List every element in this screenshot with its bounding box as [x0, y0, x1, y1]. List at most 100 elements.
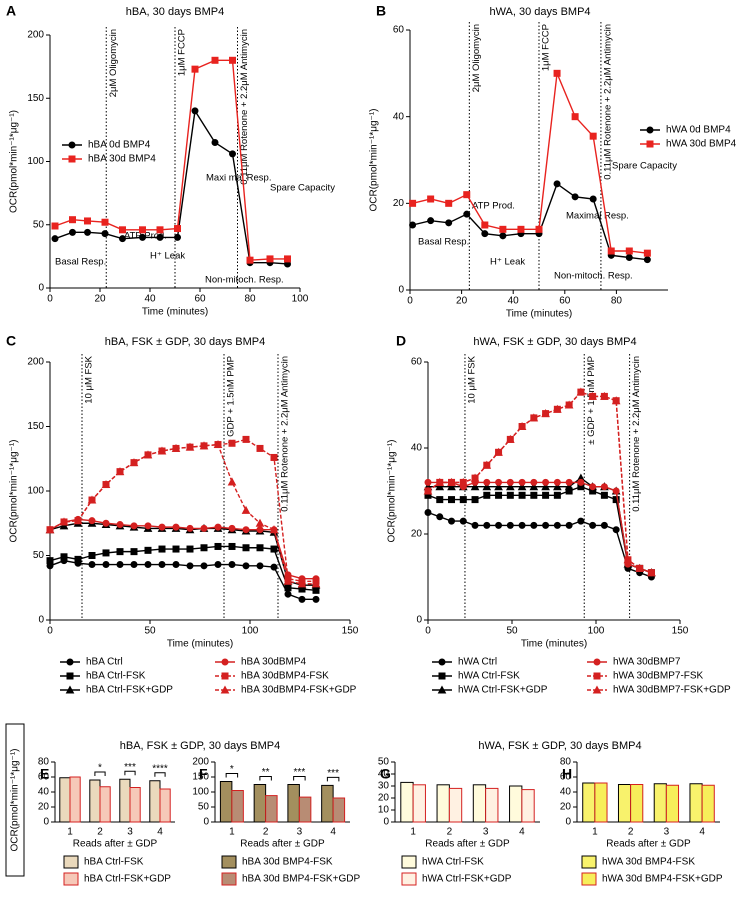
injection-label: 10 μM FSK [84, 355, 95, 403]
y-tick-label: 20 [38, 802, 50, 813]
y-axis-title: OCR(pmol*min⁻¹*μg⁻¹) [369, 109, 380, 212]
legend-label: hWA Ctrl-FSK [458, 671, 520, 682]
data-point [46, 557, 54, 565]
series-line [54, 108, 288, 265]
significance-bracket [124, 770, 136, 776]
x-tick-label: 4 [519, 827, 525, 838]
data-point [635, 563, 645, 572]
significance-bracket [94, 771, 106, 776]
data-point [242, 435, 250, 443]
significance-label: * [98, 763, 102, 774]
injection-label: 2μM Oligomycin [471, 24, 482, 92]
data-point [459, 496, 467, 504]
y-tick-label: 80 [560, 757, 572, 768]
bar [665, 784, 680, 823]
legend-marker [66, 658, 74, 666]
data-point [495, 521, 503, 529]
legend-marker [68, 155, 76, 163]
data-point [611, 396, 621, 405]
bar [231, 790, 244, 823]
significance-label: *** [124, 762, 136, 773]
y-tick-label: 40 [560, 787, 572, 798]
y-tick-label: 200 [192, 757, 209, 768]
legend-label: hWA 30d BMP4-FSK+GDP [602, 874, 723, 885]
data-point [459, 517, 467, 525]
x-tick-label: 0 [47, 626, 53, 637]
legend-marker [65, 685, 75, 694]
data-point [73, 516, 83, 525]
data-point [186, 545, 194, 553]
bar [287, 784, 300, 823]
legend-label: hWA Ctrl-FSK+GDP [422, 874, 512, 885]
data-point [158, 545, 166, 553]
data-point [211, 139, 219, 147]
x-tick-label: 3 [297, 827, 303, 838]
significance-bracket [293, 776, 306, 781]
panel-letter: G [380, 766, 391, 782]
y-axis-title: OCR(pmol*min⁻¹*μg⁻¹) [9, 440, 20, 543]
data-point [542, 478, 550, 486]
y-tick-label: 0 [38, 615, 44, 626]
x-tick-label: 0 [407, 296, 413, 307]
data-point [172, 545, 180, 553]
data-point [144, 522, 152, 530]
data-point [156, 226, 164, 234]
y-axis-title: OCR(pmol*min⁻¹*μg⁻¹) [9, 110, 20, 213]
data-point [228, 439, 236, 447]
bar [521, 789, 535, 823]
data-point [270, 563, 278, 571]
data-point [51, 235, 59, 243]
data-point [191, 65, 199, 73]
x-tick-label: 4 [157, 827, 163, 838]
y-tick-label: 100 [27, 486, 44, 497]
bar [412, 784, 426, 823]
data-point [102, 561, 110, 569]
data-point [270, 453, 278, 461]
data-point [506, 491, 514, 499]
data-point [298, 595, 306, 603]
data-point [612, 496, 620, 504]
data-point [481, 230, 489, 238]
y-tick-label: 0 [38, 283, 44, 294]
x-axis-title: Time (minutes) [142, 307, 208, 318]
annotation: Non-mitoch. Resp. [554, 271, 633, 282]
data-point [517, 482, 527, 491]
bar [59, 777, 71, 823]
data-point [643, 256, 651, 264]
data-point [445, 219, 453, 227]
data-point [495, 478, 503, 486]
bar [159, 788, 171, 823]
data-point [186, 524, 194, 532]
data-point [199, 441, 209, 450]
legend-label: hBA Ctrl-FSK [86, 671, 146, 682]
y-tick-label: 40 [38, 787, 50, 798]
data-point [88, 561, 96, 569]
data-point [115, 467, 125, 476]
data-point [241, 505, 251, 514]
x-axis-title: Reads after ± GDP [240, 839, 325, 850]
data-point [228, 542, 236, 550]
data-point [74, 555, 82, 563]
legend-swatch [401, 855, 417, 869]
data-point [448, 517, 456, 525]
legend-marker [68, 141, 76, 149]
data-point [518, 478, 526, 486]
y-tick-label: 150 [192, 772, 209, 783]
x-tick-label: 50 [144, 626, 156, 637]
bar [653, 783, 667, 823]
legend-label: hBA 30dBMP4-FSK+GDP [241, 685, 357, 696]
data-point [483, 521, 491, 529]
legend-label: hBA 30dBMP4-FSK [241, 671, 329, 682]
data-point [423, 486, 433, 495]
data-point [284, 255, 291, 263]
data-point [447, 482, 456, 491]
legend-marker [646, 140, 654, 148]
significance-label: *** [327, 768, 339, 779]
bar [149, 780, 161, 823]
data-point [214, 542, 222, 550]
data-point [530, 491, 538, 499]
legend-swatch [221, 855, 237, 869]
y-tick-label: 150 [27, 421, 44, 432]
data-point [494, 482, 503, 491]
data-point [600, 391, 609, 400]
